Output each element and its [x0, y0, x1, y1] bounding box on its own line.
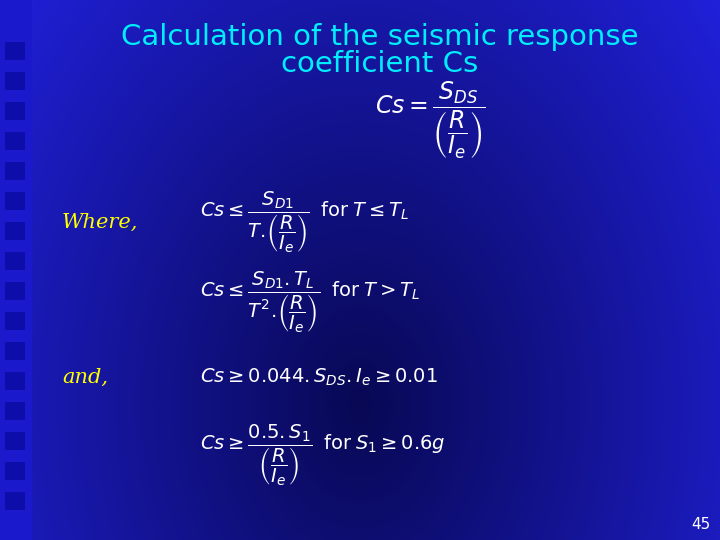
Bar	[5, 462, 25, 480]
Bar	[5, 72, 25, 90]
Bar	[5, 252, 25, 270]
Bar	[5, 402, 25, 420]
Bar	[5, 282, 25, 300]
Text: $\mathit{Cs} \leq \dfrac{S_{D1}.T_L}{T^2.\!\left(\dfrac{R}{I_e}\right)}\;\;\math: $\mathit{Cs} \leq \dfrac{S_{D1}.T_L}{T^2…	[200, 269, 420, 335]
Bar	[5, 492, 25, 510]
Bar	[5, 102, 25, 120]
Bar	[0, 0, 32, 540]
Text: Where,: Where,	[62, 213, 138, 232]
Text: 45: 45	[690, 517, 710, 532]
Text: and,: and,	[62, 368, 108, 387]
Text: $\mathit{Cs} \geq \dfrac{0.5.S_1}{\left(\dfrac{R}{I_e}\right)}\;\;\mathrm{for}\;: $\mathit{Cs} \geq \dfrac{0.5.S_1}{\left(…	[200, 422, 446, 488]
Bar	[5, 312, 25, 330]
Bar	[5, 222, 25, 240]
Bar	[5, 162, 25, 180]
Bar	[5, 132, 25, 150]
Bar	[5, 342, 25, 360]
Bar	[5, 192, 25, 210]
Text: coefficient Cs: coefficient Cs	[282, 50, 479, 78]
Bar	[5, 42, 25, 60]
Text: $\mathit{Cs} \geq 0.044. S_{DS}. I_e \geq 0.01$: $\mathit{Cs} \geq 0.044. S_{DS}. I_e \ge…	[200, 366, 438, 388]
Text: Calculation of the seismic response: Calculation of the seismic response	[121, 23, 639, 51]
Bar	[5, 372, 25, 390]
Text: $\mathit{Cs} \leq \dfrac{S_{D1}}{T.\!\left(\dfrac{R}{I_e}\right)}\;\;\mathrm{for: $\mathit{Cs} \leq \dfrac{S_{D1}}{T.\!\le…	[200, 190, 409, 255]
Bar	[5, 432, 25, 450]
Text: $\mathit{Cs} = \dfrac{S_{DS}}{\left(\dfrac{R}{I_e}\right)}$: $\mathit{Cs} = \dfrac{S_{DS}}{\left(\dfr…	[374, 79, 485, 160]
